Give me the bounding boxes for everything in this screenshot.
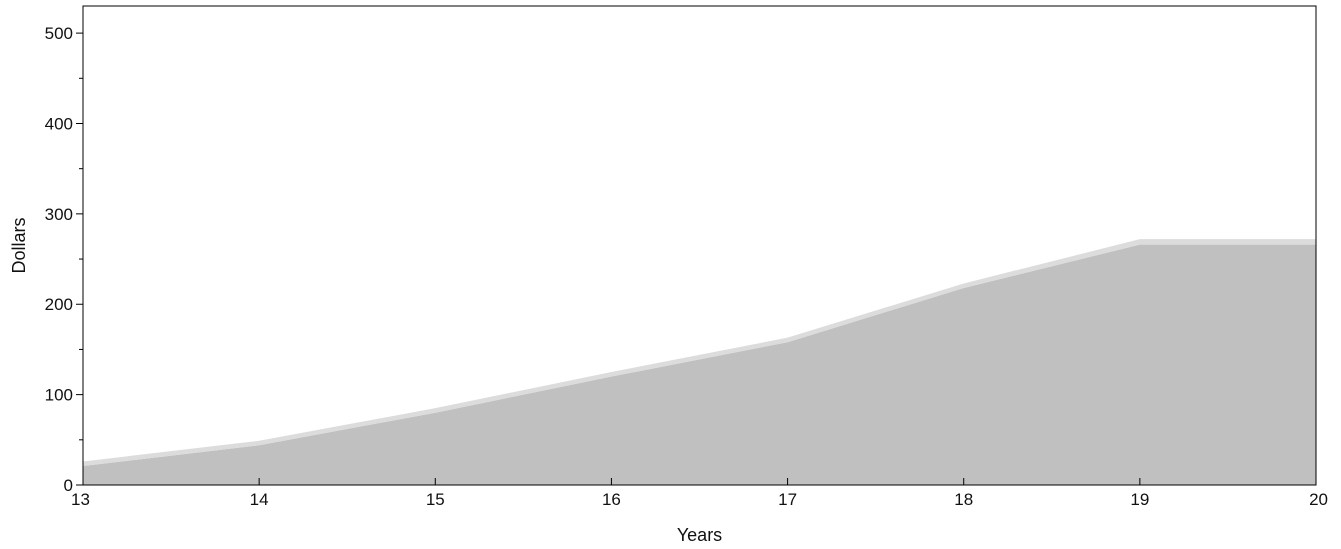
plot-frame [82, 5, 1317, 486]
areas-layer [83, 239, 1316, 485]
y-tick-label: 300 [45, 205, 73, 224]
y-tick-label: 500 [45, 24, 73, 43]
y-axis-title: Dollars [9, 217, 29, 273]
x-tick-label: 18 [954, 490, 973, 509]
y-tick-label: 0 [64, 476, 73, 495]
x-tick-label: 19 [1130, 490, 1149, 509]
y-axis: 0 100 200 300 400 500 [45, 24, 83, 495]
y-tick-label: 200 [45, 295, 73, 314]
y-tick-label: 400 [45, 114, 73, 133]
x-tick-label: 20 [1309, 490, 1328, 509]
x-axis-title: Years [677, 525, 722, 545]
x-tick-label: 15 [426, 490, 445, 509]
y-tick-label: 100 [45, 386, 73, 405]
x-axis: 13 14 15 16 17 18 19 20 [71, 478, 1328, 509]
x-tick-label: 17 [778, 490, 797, 509]
x-tick-label: 16 [602, 490, 621, 509]
x-tick-label: 13 [71, 490, 90, 509]
area-series-1 [83, 244, 1316, 485]
x-tick-label: 14 [250, 490, 269, 509]
